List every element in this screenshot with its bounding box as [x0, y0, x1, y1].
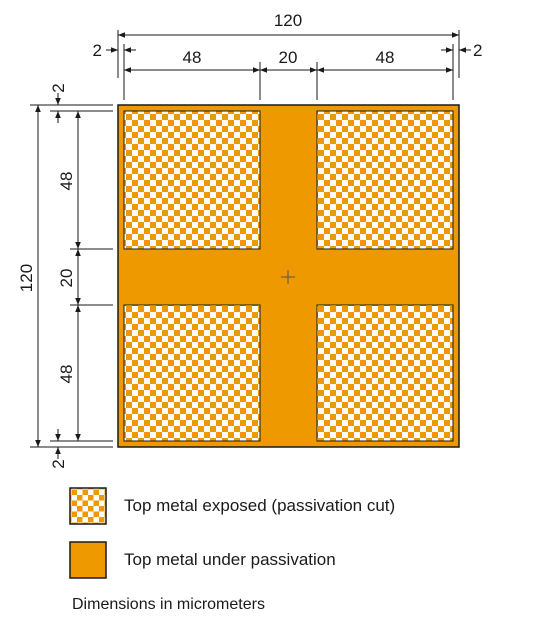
- units-note: Dimensions in micrometers: [72, 596, 265, 613]
- dim-left-gap: 20: [57, 269, 76, 288]
- opening-top-left: [123, 110, 261, 250]
- legend-item-under: Top metal under passivation: [70, 542, 336, 578]
- dim-left-pad-top: 48: [57, 172, 76, 191]
- top-dimensions: [106, 30, 471, 100]
- legend-swatch-under: [69, 541, 107, 579]
- dim-left-margin-top: 2: [49, 83, 68, 92]
- dim-top-pad-right: 48: [376, 48, 395, 67]
- opening-bottom-left: [123, 304, 261, 442]
- dim-left-margin-bottom: 2: [49, 459, 68, 468]
- dim-top-pad-left: 48: [183, 48, 202, 67]
- legend-swatch-exposed: [69, 487, 107, 525]
- dim-top-total: 120: [274, 11, 302, 30]
- dim-left-pad-bottom: 48: [57, 365, 76, 384]
- dim-left-total: 120: [17, 264, 36, 292]
- opening-bottom-right: [316, 304, 454, 442]
- left-dimensions: [30, 93, 113, 459]
- legend-item-exposed: Top metal exposed (passivation cut): [70, 488, 395, 524]
- dim-top-margin-left: 2: [93, 41, 102, 60]
- crosshair-icon: [281, 270, 295, 284]
- legend-label-exposed: Top metal exposed (passivation cut): [124, 496, 396, 515]
- opening-top-right: [316, 110, 454, 250]
- legend-label-under: Top metal under passivation: [124, 550, 336, 569]
- dim-top-gap: 20: [279, 48, 298, 67]
- dim-top-margin-right: 2: [473, 41, 482, 60]
